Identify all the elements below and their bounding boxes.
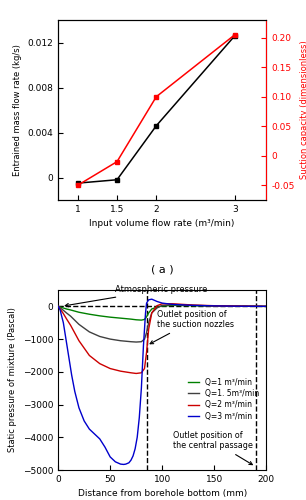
Text: Atmospheric pressure: Atmospheric pressure — [65, 285, 208, 307]
Text: ( a ): ( a ) — [151, 265, 174, 275]
Legend: Q=1 m³/min, Q=1. 5m³/min, Q=2 m³/min, Q=3 m³/min: Q=1 m³/min, Q=1. 5m³/min, Q=2 m³/min, Q=… — [185, 375, 263, 424]
X-axis label: Input volume flow rate (m³/min): Input volume flow rate (m³/min) — [89, 220, 235, 228]
Y-axis label: Static pressure of mixture (Pascal): Static pressure of mixture (Pascal) — [8, 308, 17, 452]
X-axis label: Distance from borehole bottom (mm): Distance from borehole bottom (mm) — [77, 490, 247, 498]
Y-axis label: Suction capacity (dimensionless): Suction capacity (dimensionless) — [300, 40, 306, 179]
Text: Outlet position of
the central passage: Outlet position of the central passage — [173, 431, 252, 464]
Text: Outlet position of
the suction nozzles: Outlet position of the suction nozzles — [150, 310, 234, 344]
Y-axis label: Entrained mass flow rate (kg/s): Entrained mass flow rate (kg/s) — [13, 44, 22, 176]
